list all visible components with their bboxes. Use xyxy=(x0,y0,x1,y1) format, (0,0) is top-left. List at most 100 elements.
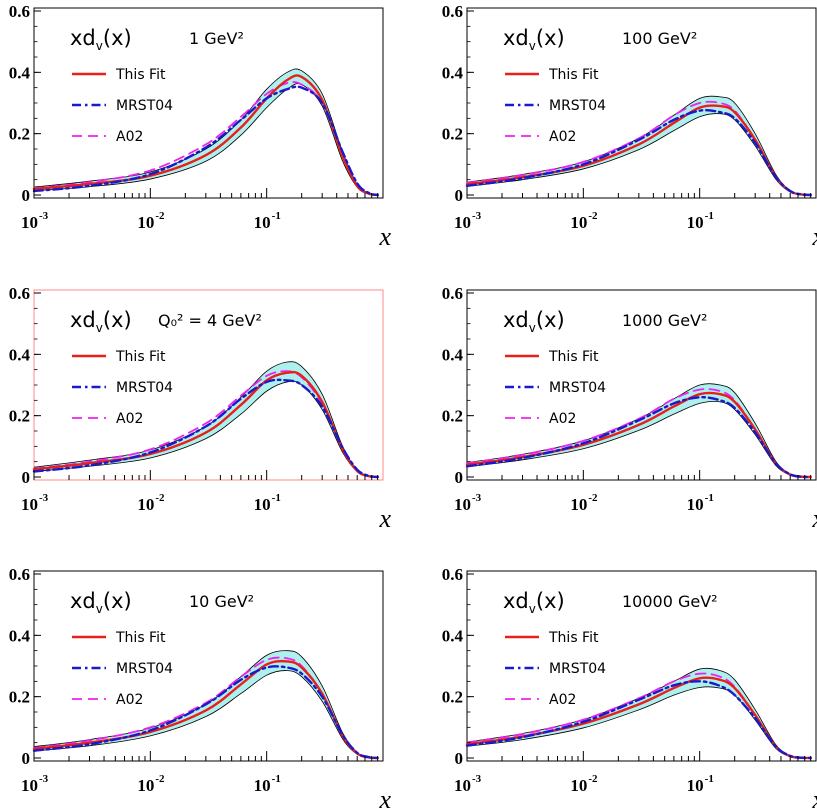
y-tick-label: 0 xyxy=(22,468,31,487)
legend-label-this-fit: This Fit xyxy=(548,630,599,646)
band-lower-edge xyxy=(33,83,378,196)
legend-label-a02: A02 xyxy=(549,692,576,708)
panel-title: xdv(x) xyxy=(503,308,565,335)
legend-label-this-fit: This Fit xyxy=(115,630,166,646)
panel-title: xdv(x) xyxy=(503,26,565,53)
scale-label: 10 GeV² xyxy=(189,592,254,611)
legend-label-this-fit: This Fit xyxy=(115,67,166,83)
legend-label-this-fit: This Fit xyxy=(115,349,166,365)
legend-label-mrst04: MRST04 xyxy=(116,98,173,114)
y-tick-label: 0.4 xyxy=(9,626,31,645)
y-tick-label: 0.6 xyxy=(442,2,463,21)
legend-label-mrst04: MRST04 xyxy=(549,661,606,677)
series-line-mrst04 xyxy=(32,665,379,760)
y-tick-label: 0.4 xyxy=(9,63,31,82)
x-tick-label: 10-3 xyxy=(21,210,49,232)
y-tick-label: 0.2 xyxy=(442,407,463,426)
x-tick-label: 10-1 xyxy=(254,492,281,514)
legend-label-a02: A02 xyxy=(116,411,143,427)
panel-6: 0 0.2 0.4 0.6 10-3 10-2 10-1 x xdv(x) 10000 GeV² T… xyxy=(442,565,817,809)
x-tick-label: 10-2 xyxy=(570,210,598,232)
x-tick-label: 10-3 xyxy=(454,773,482,795)
x-axis-label: x xyxy=(378,222,391,251)
legend-label-a02: A02 xyxy=(549,129,576,145)
uncertainty-band xyxy=(34,68,378,195)
y-tick-label: 0 xyxy=(455,186,464,205)
x-tick-label: 10-3 xyxy=(454,210,482,232)
panel-2: 0 0.2 0.4 0.6 10-3 10-2 10-1 x xdv(x) 100 GeV² Thi… xyxy=(442,2,817,251)
x-axis-label: x xyxy=(378,504,391,533)
x-tick-label: 10-2 xyxy=(570,492,598,514)
y-tick-label: 0.2 xyxy=(442,688,463,707)
y-tick-label: 0.4 xyxy=(9,345,31,364)
y-tick-label: 0.6 xyxy=(9,2,30,21)
x-axis-label: x xyxy=(811,504,817,533)
panel-title: xdv(x) xyxy=(70,308,132,335)
legend-label-a02: A02 xyxy=(116,692,143,708)
x-tick-label: 10-1 xyxy=(687,773,714,795)
x-tick-label: 10-2 xyxy=(137,492,165,514)
scale-label: 1000 GeV² xyxy=(622,311,707,330)
series-line-this-fit xyxy=(32,74,379,197)
band-lower-edge xyxy=(466,113,811,196)
legend-label-this-fit: This Fit xyxy=(548,67,599,83)
panel-5: 0 0.2 0.4 0.6 10-3 10-2 10-1 x xdv(x) 10 GeV² This… xyxy=(9,565,392,809)
x-axis-label: x xyxy=(811,222,817,251)
panel-1: 0 0.2 0.4 0.6 10-3 10-2 10-1 x xdv(x) 1 GeV² This … xyxy=(9,2,392,251)
panel-title: xdv(x) xyxy=(70,26,132,53)
series-line-a02 xyxy=(33,81,379,196)
band-upper-edge xyxy=(33,361,378,478)
series-line-this-fit xyxy=(465,391,812,479)
x-tick-label: 10-1 xyxy=(687,210,714,232)
y-tick-label: 0 xyxy=(455,468,464,487)
x-tick-label: 10-3 xyxy=(21,773,49,795)
panel-title: xdv(x) xyxy=(503,589,565,616)
scale-label: 10000 GeV² xyxy=(622,592,718,611)
scale-label: 100 GeV² xyxy=(622,29,697,48)
x-tick-label: 10-1 xyxy=(687,492,714,514)
panel-3: 0 0.2 0.4 0.6 10-3 10-2 10-1 x xdv(x) Q₀² = 4 GeV… xyxy=(9,284,392,533)
x-axis-label: x xyxy=(378,785,391,809)
legend-label-mrst04: MRST04 xyxy=(549,380,606,396)
legend-label-this-fit: This Fit xyxy=(548,349,599,365)
panel-title: xdv(x) xyxy=(70,589,132,616)
x-axis-label: x xyxy=(811,785,817,809)
series-line-mrst04 xyxy=(465,108,812,197)
y-tick-label: 0 xyxy=(455,749,464,768)
scale-label: Q₀² = 4 GeV² xyxy=(158,311,262,330)
y-tick-label: 0.6 xyxy=(9,284,30,303)
legend-label-mrst04: MRST04 xyxy=(116,380,173,396)
uncertainty-band xyxy=(467,668,811,758)
y-tick-label: 0.6 xyxy=(442,565,463,584)
series-line-mrst04 xyxy=(32,378,379,479)
scale-label: 1 GeV² xyxy=(189,29,244,48)
y-tick-label: 0.2 xyxy=(9,688,30,707)
legend-label-mrst04: MRST04 xyxy=(116,661,173,677)
series-line-mrst04 xyxy=(465,395,812,479)
band-upper-edge xyxy=(33,68,378,196)
series-line-a02 xyxy=(33,656,379,759)
x-tick-label: 10-1 xyxy=(254,773,281,795)
y-tick-label: 0.4 xyxy=(442,345,464,364)
y-tick-label: 0.4 xyxy=(442,626,464,645)
legend-label-a02: A02 xyxy=(116,129,143,145)
y-tick-label: 0.2 xyxy=(442,125,463,144)
x-tick-label: 10-2 xyxy=(570,773,598,795)
y-tick-label: 0.6 xyxy=(442,284,463,303)
y-tick-label: 0.2 xyxy=(9,125,30,144)
y-tick-label: 0 xyxy=(22,749,31,768)
x-tick-label: 10-3 xyxy=(454,492,482,514)
series-line-mrst04 xyxy=(32,85,379,197)
series-line-mrst04 xyxy=(465,680,812,760)
x-tick-label: 10-3 xyxy=(21,492,49,514)
y-tick-label: 0.4 xyxy=(442,63,464,82)
series-line-this-fit xyxy=(32,659,379,760)
y-tick-label: 0 xyxy=(22,186,31,205)
x-tick-label: 10-2 xyxy=(137,210,165,232)
y-tick-label: 0.6 xyxy=(9,565,30,584)
band-upper-edge xyxy=(466,667,811,759)
panel-4: 0 0.2 0.4 0.6 10-3 10-2 10-1 x xdv(x) 1000 GeV² Th… xyxy=(442,284,817,533)
x-tick-label: 10-1 xyxy=(254,210,281,232)
legend-label-mrst04: MRST04 xyxy=(549,98,606,114)
